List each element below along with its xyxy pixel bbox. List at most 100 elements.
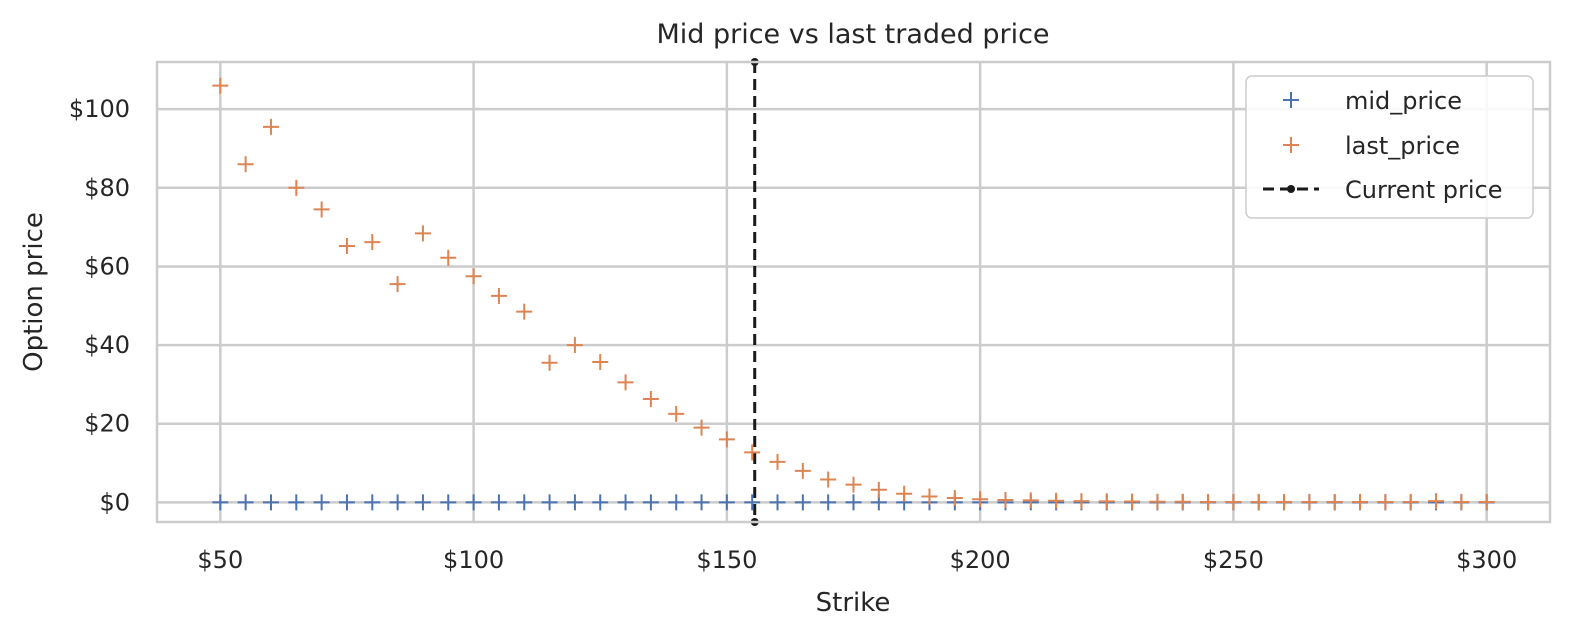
point-last-price xyxy=(668,405,685,422)
point-last-price xyxy=(896,485,913,502)
point-last-price xyxy=(1098,493,1115,510)
point-last-price xyxy=(946,490,963,507)
point-last-price xyxy=(414,225,431,242)
point-mid-price xyxy=(389,494,406,511)
point-last-price xyxy=(237,156,254,173)
point-mid-price xyxy=(288,494,305,511)
point-last-price xyxy=(566,337,583,354)
point-last-price xyxy=(769,453,786,470)
legend-box xyxy=(1245,75,1534,219)
point-last-price xyxy=(1402,493,1419,510)
point-last-price xyxy=(440,249,457,266)
x-tick-label: $250 xyxy=(1203,546,1264,574)
point-last-price xyxy=(997,491,1014,508)
point-last-price xyxy=(1124,493,1141,510)
point-mid-price xyxy=(617,494,634,511)
point-last-price xyxy=(1250,493,1267,510)
point-last-price xyxy=(465,268,482,285)
legend-marker-mid-price xyxy=(1283,92,1299,108)
point-last-price xyxy=(1200,493,1217,510)
point-last-price xyxy=(1022,492,1039,509)
x-axis-label: Strike xyxy=(816,588,891,618)
y-axis-label: Option price xyxy=(19,212,49,372)
y-tick-label: $40 xyxy=(84,331,130,359)
point-last-price xyxy=(1453,493,1470,510)
x-tick-label: $50 xyxy=(197,546,243,574)
legend-label-current-price: Current price xyxy=(1345,176,1503,204)
point-last-price xyxy=(364,234,381,251)
point-last-price xyxy=(617,374,634,391)
point-last-price xyxy=(1428,493,1445,510)
point-last-price xyxy=(1478,493,1495,510)
point-mid-price xyxy=(744,494,761,511)
point-last-price xyxy=(1352,493,1369,510)
y-tick-label: $100 xyxy=(69,95,130,123)
point-last-price xyxy=(1174,493,1191,510)
x-tick-label: $100 xyxy=(443,546,504,574)
y-axis-ticks: $0 $20 $40 $60 $80 $100 xyxy=(69,95,130,516)
point-last-price xyxy=(820,471,837,488)
point-last-price xyxy=(212,77,229,94)
x-axis-ticks: $50 $100 $150 $200 $250 $300 xyxy=(197,546,1517,574)
point-mid-price xyxy=(440,494,457,511)
y-tick-label: $0 xyxy=(99,488,130,516)
point-last-price xyxy=(1276,493,1293,510)
point-mid-price xyxy=(794,494,811,511)
point-last-price xyxy=(516,303,533,320)
point-last-price xyxy=(744,444,761,461)
point-last-price xyxy=(794,462,811,479)
point-last-price xyxy=(693,419,710,436)
point-last-price xyxy=(642,390,659,407)
point-last-price xyxy=(845,476,862,493)
point-last-price xyxy=(870,481,887,498)
x-tick-label: $300 xyxy=(1456,546,1517,574)
point-mid-price xyxy=(262,494,279,511)
point-last-price xyxy=(1048,492,1065,509)
x-tick-label: $150 xyxy=(696,546,757,574)
point-last-price xyxy=(972,491,989,508)
legend-label-mid-price: mid_price xyxy=(1345,87,1462,115)
point-last-price xyxy=(288,179,305,196)
point-last-price xyxy=(592,353,609,370)
point-mid-price xyxy=(237,494,254,511)
point-mid-price xyxy=(845,494,862,511)
point-mid-price xyxy=(212,494,229,511)
point-mid-price xyxy=(313,494,330,511)
point-last-price xyxy=(921,488,938,505)
point-mid-price xyxy=(338,494,355,511)
point-mid-price xyxy=(769,494,786,511)
point-mid-price xyxy=(465,494,482,511)
point-last-price xyxy=(490,287,507,304)
point-last-price xyxy=(541,354,558,371)
chart-title: Mid price vs last traded price xyxy=(656,19,1049,50)
point-last-price xyxy=(1326,493,1343,510)
legend-marker-current-price xyxy=(1263,185,1319,193)
point-last-price xyxy=(1301,493,1318,510)
plot-frame xyxy=(155,60,1552,524)
y-tick-label: $20 xyxy=(84,410,130,438)
point-last-price xyxy=(1377,493,1394,510)
point-last-price xyxy=(1149,493,1166,510)
point-mid-price xyxy=(592,494,609,511)
point-last-price xyxy=(262,118,279,135)
point-mid-price xyxy=(490,494,507,511)
legend-marker-last-price xyxy=(1283,137,1299,153)
point-last-price xyxy=(389,276,406,293)
point-mid-price xyxy=(693,494,710,511)
point-mid-price xyxy=(642,494,659,511)
point-mid-price xyxy=(820,494,837,511)
legend: mid_price last_price Current price xyxy=(1245,75,1534,219)
point-last-price xyxy=(1225,493,1242,510)
point-mid-price xyxy=(566,494,583,511)
data-points xyxy=(212,77,1495,511)
point-mid-price xyxy=(668,494,685,511)
point-last-price xyxy=(338,238,355,254)
point-mid-price xyxy=(516,494,533,511)
point-mid-price xyxy=(718,494,735,511)
y-tick-label: $80 xyxy=(84,174,130,202)
point-last-price xyxy=(1073,493,1090,510)
x-tick-label: $200 xyxy=(950,546,1011,574)
point-mid-price xyxy=(541,494,558,511)
legend-label-last-price: last_price xyxy=(1345,132,1460,160)
